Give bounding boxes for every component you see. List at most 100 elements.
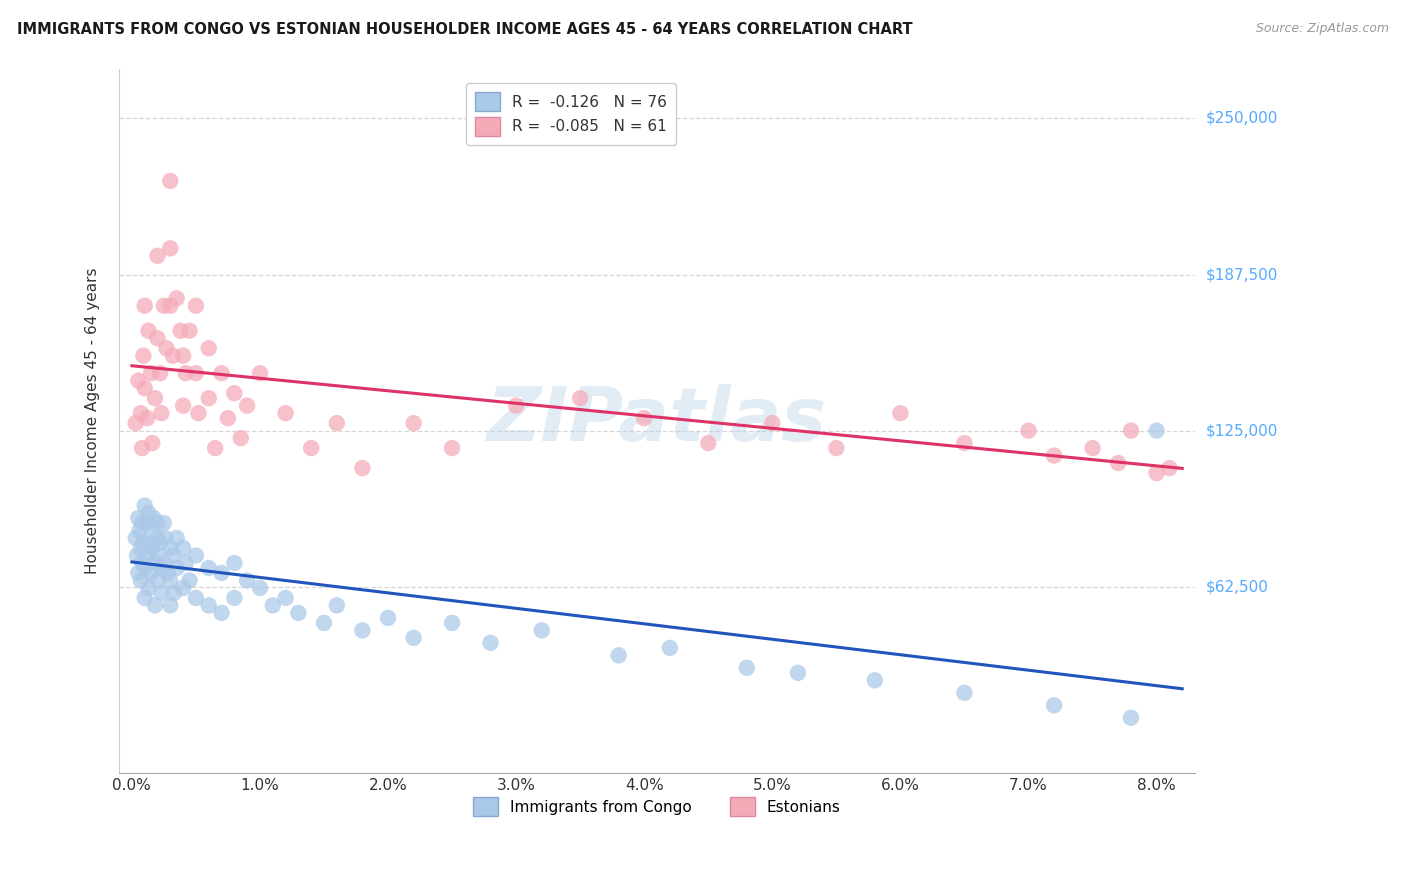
Point bbox=[274, 591, 297, 605]
Point bbox=[127, 374, 149, 388]
Point bbox=[1146, 424, 1168, 438]
Point bbox=[249, 581, 271, 595]
Point bbox=[211, 606, 233, 620]
Point bbox=[150, 406, 173, 420]
Point bbox=[139, 524, 162, 538]
Point bbox=[136, 549, 159, 563]
Text: Source: ZipAtlas.com: Source: ZipAtlas.com bbox=[1256, 22, 1389, 36]
Point bbox=[204, 441, 226, 455]
Point bbox=[326, 599, 349, 613]
Point bbox=[162, 349, 184, 363]
Point bbox=[479, 636, 502, 650]
Point bbox=[125, 416, 148, 430]
Point bbox=[1043, 698, 1066, 713]
Point bbox=[159, 599, 181, 613]
Point bbox=[825, 441, 848, 455]
Point bbox=[153, 556, 176, 570]
Point bbox=[143, 599, 166, 613]
Point bbox=[134, 591, 156, 605]
Point bbox=[505, 399, 527, 413]
Point bbox=[1107, 456, 1129, 470]
Point bbox=[159, 299, 181, 313]
Point bbox=[155, 341, 177, 355]
Point bbox=[1146, 466, 1168, 480]
Point bbox=[262, 599, 284, 613]
Point bbox=[735, 661, 758, 675]
Point bbox=[197, 599, 219, 613]
Point bbox=[287, 606, 309, 620]
Point bbox=[138, 506, 160, 520]
Point bbox=[132, 349, 155, 363]
Point bbox=[312, 615, 335, 630]
Point bbox=[125, 549, 148, 563]
Point bbox=[326, 416, 349, 430]
Point bbox=[179, 574, 201, 588]
Point bbox=[174, 556, 197, 570]
Point bbox=[134, 299, 156, 313]
Point bbox=[134, 561, 156, 575]
Point bbox=[172, 541, 194, 555]
Point bbox=[211, 366, 233, 380]
Point bbox=[129, 574, 152, 588]
Text: $125,000: $125,000 bbox=[1206, 423, 1278, 438]
Point bbox=[179, 324, 201, 338]
Point bbox=[153, 516, 176, 530]
Point bbox=[139, 536, 162, 550]
Point bbox=[141, 541, 163, 555]
Point bbox=[169, 324, 191, 338]
Point bbox=[184, 549, 207, 563]
Point bbox=[150, 586, 173, 600]
Point bbox=[184, 299, 207, 313]
Point bbox=[197, 341, 219, 355]
Point bbox=[134, 499, 156, 513]
Text: $187,500: $187,500 bbox=[1206, 267, 1278, 282]
Point bbox=[953, 436, 976, 450]
Point bbox=[163, 586, 186, 600]
Point bbox=[136, 411, 159, 425]
Text: IMMIGRANTS FROM CONGO VS ESTONIAN HOUSEHOLDER INCOME AGES 45 - 64 YEARS CORRELAT: IMMIGRANTS FROM CONGO VS ESTONIAN HOUSEH… bbox=[17, 22, 912, 37]
Point bbox=[131, 441, 153, 455]
Point bbox=[149, 366, 172, 380]
Point bbox=[159, 574, 181, 588]
Point bbox=[569, 391, 592, 405]
Point bbox=[352, 461, 374, 475]
Legend: Immigrants from Congo, Estonians: Immigrants from Congo, Estonians bbox=[464, 788, 849, 825]
Point bbox=[1018, 424, 1040, 438]
Point bbox=[633, 411, 655, 425]
Point bbox=[530, 624, 553, 638]
Point bbox=[441, 441, 464, 455]
Point bbox=[159, 174, 181, 188]
Point bbox=[172, 399, 194, 413]
Point bbox=[249, 366, 271, 380]
Point bbox=[146, 574, 169, 588]
Point bbox=[224, 386, 246, 401]
Y-axis label: Householder Income Ages 45 - 64 years: Householder Income Ages 45 - 64 years bbox=[86, 268, 100, 574]
Point bbox=[143, 556, 166, 570]
Point bbox=[166, 561, 188, 575]
Point bbox=[889, 406, 911, 420]
Point bbox=[131, 516, 153, 530]
Text: $62,500: $62,500 bbox=[1206, 579, 1270, 594]
Point bbox=[236, 574, 259, 588]
Point bbox=[197, 391, 219, 405]
Point bbox=[1043, 449, 1066, 463]
Point bbox=[1119, 424, 1142, 438]
Point bbox=[1159, 461, 1181, 475]
Point bbox=[162, 549, 184, 563]
Point bbox=[127, 566, 149, 580]
Text: ZIPatlas: ZIPatlas bbox=[486, 384, 827, 457]
Point bbox=[128, 524, 150, 538]
Point bbox=[125, 531, 148, 545]
Point bbox=[184, 366, 207, 380]
Point bbox=[159, 541, 181, 555]
Point bbox=[136, 516, 159, 530]
Point bbox=[172, 581, 194, 595]
Point bbox=[229, 431, 252, 445]
Point bbox=[146, 249, 169, 263]
Point bbox=[134, 381, 156, 395]
Point bbox=[352, 624, 374, 638]
Point bbox=[377, 611, 399, 625]
Point bbox=[402, 416, 425, 430]
Point bbox=[159, 241, 181, 255]
Point bbox=[224, 591, 246, 605]
